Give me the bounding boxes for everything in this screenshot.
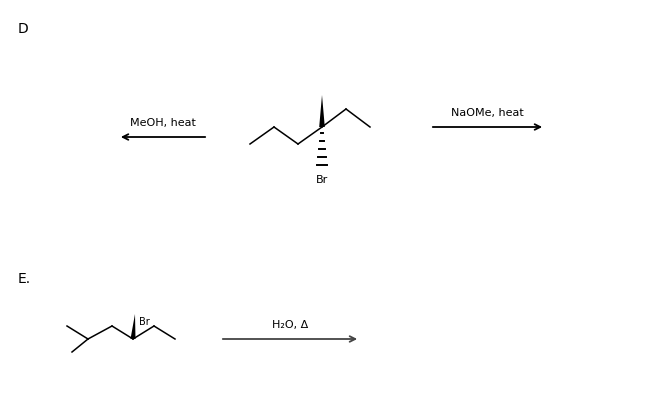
Text: Br: Br bbox=[139, 316, 150, 326]
Text: H₂O, Δ: H₂O, Δ bbox=[272, 319, 308, 329]
Text: MeOH, heat: MeOH, heat bbox=[130, 118, 196, 128]
Polygon shape bbox=[319, 96, 325, 128]
Text: E.: E. bbox=[18, 271, 31, 285]
Text: Br: Br bbox=[316, 175, 328, 185]
Text: NaOMe, heat: NaOMe, heat bbox=[451, 108, 524, 118]
Polygon shape bbox=[131, 314, 135, 339]
Text: D: D bbox=[18, 22, 29, 36]
